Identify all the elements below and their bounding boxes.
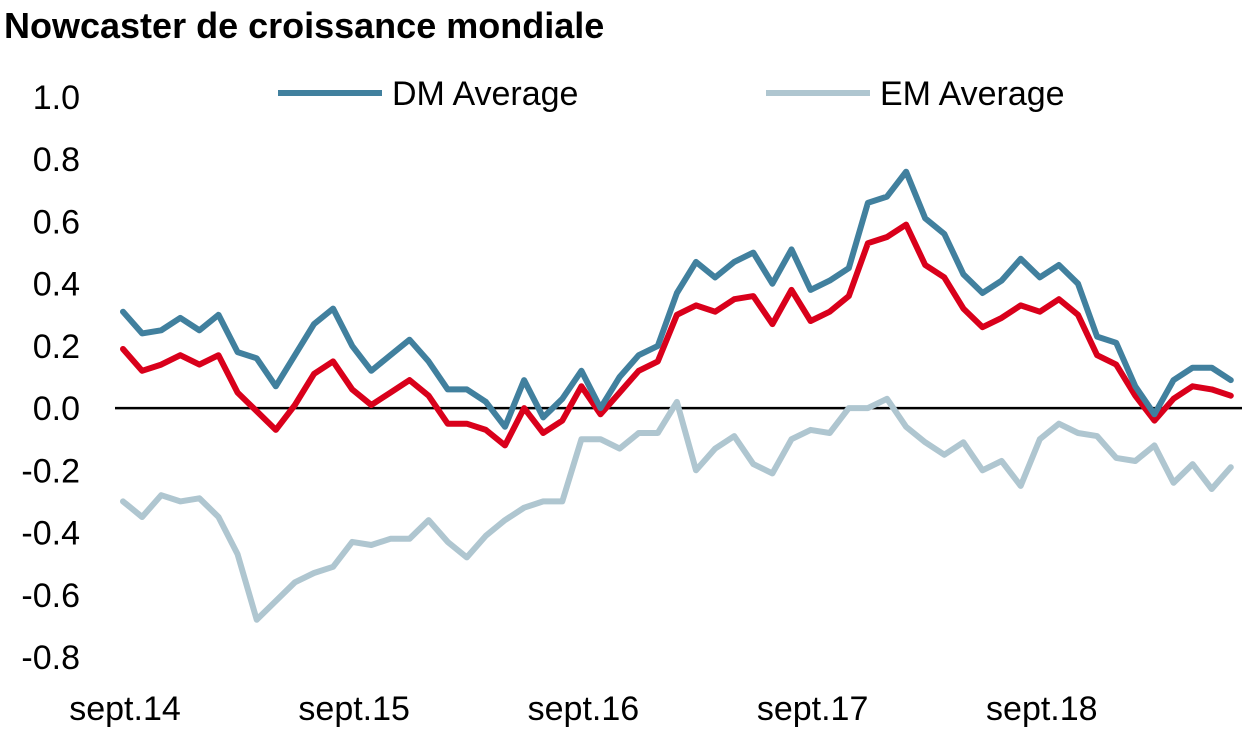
x-tick-label: sept.14 bbox=[69, 690, 181, 728]
y-tick-label: -0.8 bbox=[21, 639, 80, 677]
y-tick-label: 0.8 bbox=[33, 141, 80, 179]
x-tick-label: sept.17 bbox=[757, 690, 869, 728]
y-tick-label: -0.2 bbox=[21, 452, 80, 490]
series-line-dm-average bbox=[120, 168, 1234, 430]
x-tick-label: sept.18 bbox=[986, 690, 1098, 728]
y-tick-label: -0.4 bbox=[21, 515, 80, 553]
series-line-red bbox=[120, 221, 1234, 449]
y-axis: 1.0 0.8 0.6 0.4 0.2 0.0 -0.2 -0.4 -0.6 -0.8 bbox=[21, 79, 80, 677]
legend-label-em: EM Average bbox=[880, 75, 1065, 113]
y-tick-label: 0.0 bbox=[33, 390, 80, 428]
plot-area bbox=[115, 168, 1242, 623]
legend: DM Average EM Average bbox=[278, 75, 1065, 113]
x-tick-label: sept.15 bbox=[298, 690, 410, 728]
legend-label-dm: DM Average bbox=[392, 75, 578, 113]
y-tick-label: 0.4 bbox=[33, 266, 80, 304]
y-tick-label: -0.6 bbox=[21, 577, 80, 615]
y-tick-label: 0.2 bbox=[33, 328, 80, 366]
x-axis: sept.14 sept.15 sept.16 sept.17 sept.18 bbox=[69, 690, 1097, 728]
series-line-em-average bbox=[120, 395, 1234, 623]
chart-title: Nowcaster de croissance mondiale bbox=[4, 5, 604, 46]
y-tick-label: 1.0 bbox=[33, 79, 80, 117]
x-tick-label: sept.16 bbox=[528, 690, 640, 728]
y-tick-label: 0.6 bbox=[33, 203, 80, 241]
